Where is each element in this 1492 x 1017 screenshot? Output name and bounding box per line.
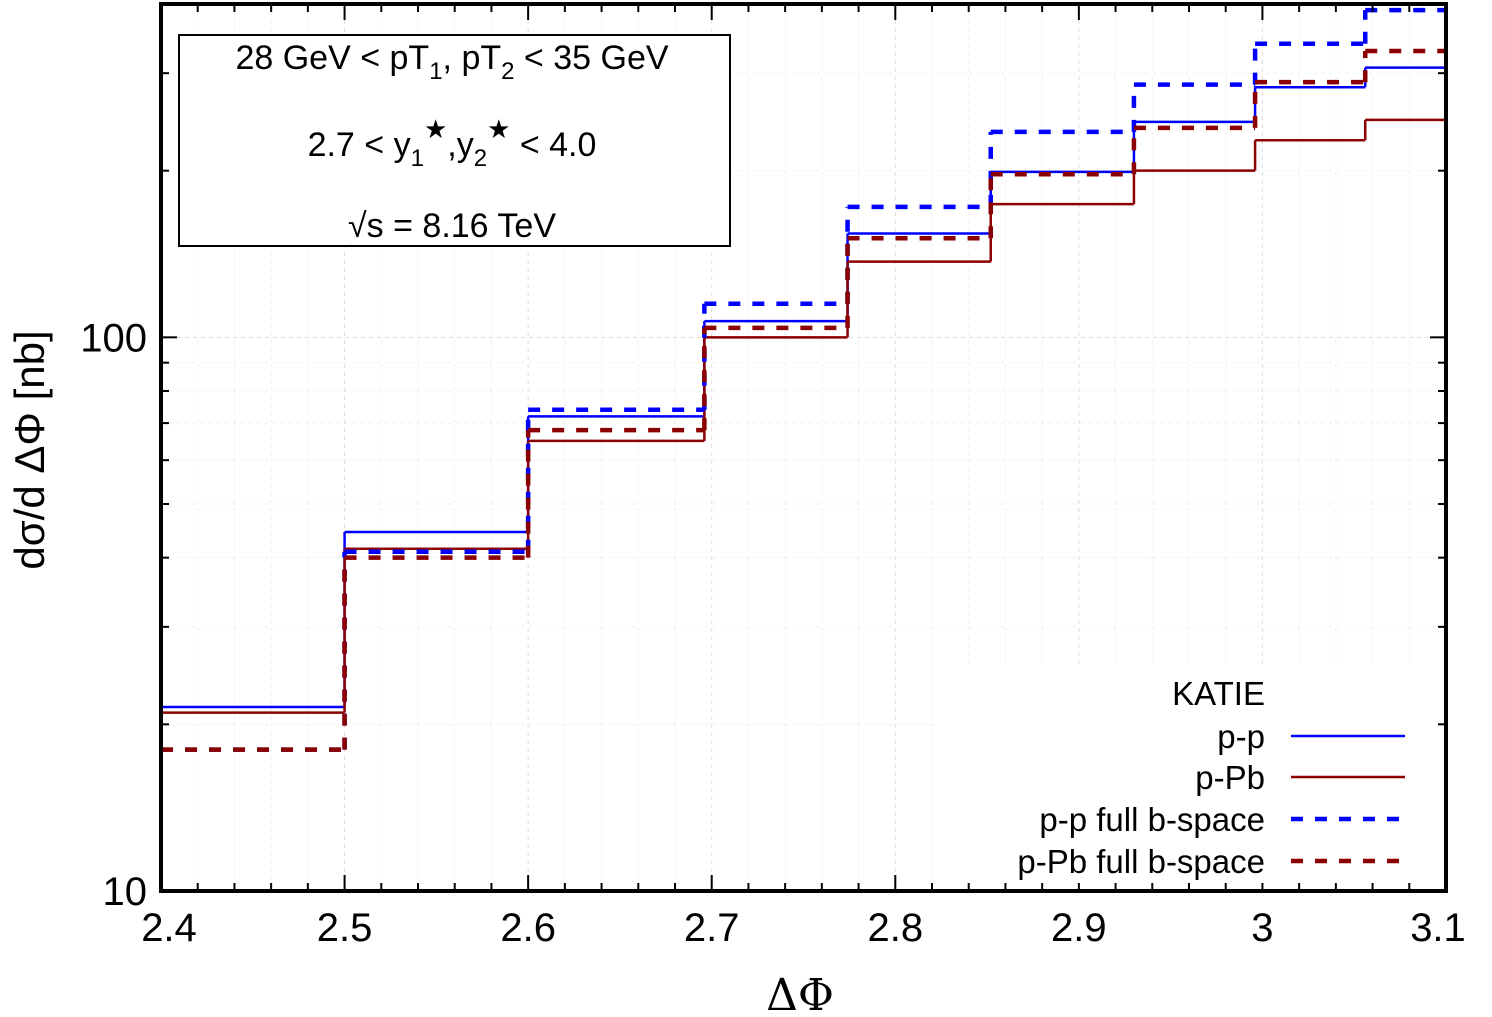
info-energy: √s = 8.16 TeV <box>348 207 556 245</box>
legend-background <box>935 668 1435 883</box>
series-p-pb-full-b-space <box>161 48 1446 752</box>
x-tick-label: 2.9 <box>1051 906 1107 950</box>
x-tick-label: 3.1 <box>1410 906 1466 950</box>
legend-entries: p-p p-Pb p-p full b-space p-Pb full b-space <box>1017 718 1405 880</box>
legend-label: p-p <box>1217 718 1265 755</box>
x-tick-label: 3 <box>1251 906 1273 950</box>
x-tick-label: 2.6 <box>500 906 556 950</box>
y-axis-title: dσ/d ΔΦ [nb] <box>6 330 53 569</box>
info-box: 28 GeV < pT1, pT2 < 35 GeV 2.7 < y1★,y2★… <box>178 34 731 247</box>
x-tick-label: 2.8 <box>867 906 923 950</box>
legend: KATIE p-p p-Pb p-p full b-space p-Pb full b… <box>935 668 1435 883</box>
plot-frame <box>159 2 1448 893</box>
y-tick-label: 100 <box>80 316 147 360</box>
info-box-frame <box>178 34 731 247</box>
legend-label: p-p full b-space <box>1039 801 1265 838</box>
x-axis-title: ΔΦ <box>766 970 834 1017</box>
x-tick-label: 2.5 <box>317 906 373 950</box>
series-layer <box>161 7 1446 752</box>
legend-label: p-Pb <box>1195 759 1265 796</box>
legend-label: p-Pb full b-space <box>1017 843 1265 880</box>
info-rapidity-range: 2.7 < y1★,y2★ < 4.0 <box>308 114 597 172</box>
tick-labels: 2.4 2.5 2.6 2.7 2.8 2.9 3 3.1 10 100 <box>80 316 1466 950</box>
info-pt-range: 28 GeV < pT1, pT2 < 35 GeV <box>235 39 668 85</box>
legend-title: KATIE <box>1172 675 1265 712</box>
y-tick-label: 10 <box>103 870 148 914</box>
x-tick-label: 2.4 <box>141 906 197 950</box>
x-tick-label: 2.7 <box>684 906 740 950</box>
